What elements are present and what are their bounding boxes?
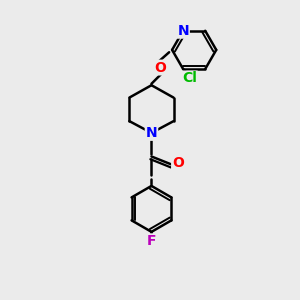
Text: N: N xyxy=(146,126,157,140)
Text: O: O xyxy=(172,156,184,170)
Text: Cl: Cl xyxy=(182,71,197,85)
Text: F: F xyxy=(147,234,156,248)
Text: N: N xyxy=(177,24,189,38)
Text: O: O xyxy=(154,61,166,75)
